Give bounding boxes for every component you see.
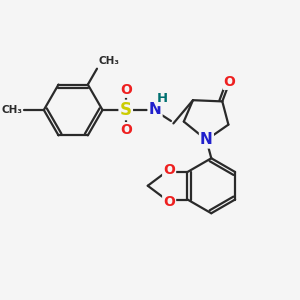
Text: O: O bbox=[163, 163, 175, 177]
Text: O: O bbox=[120, 83, 132, 97]
Text: O: O bbox=[163, 195, 175, 209]
Text: CH₃: CH₃ bbox=[2, 105, 22, 115]
Text: N: N bbox=[149, 103, 161, 118]
Text: H: H bbox=[157, 92, 168, 106]
Text: O: O bbox=[120, 123, 132, 137]
Text: O: O bbox=[224, 75, 236, 89]
Text: S: S bbox=[120, 101, 132, 119]
Text: N: N bbox=[200, 132, 213, 147]
Text: CH₃: CH₃ bbox=[99, 56, 120, 66]
